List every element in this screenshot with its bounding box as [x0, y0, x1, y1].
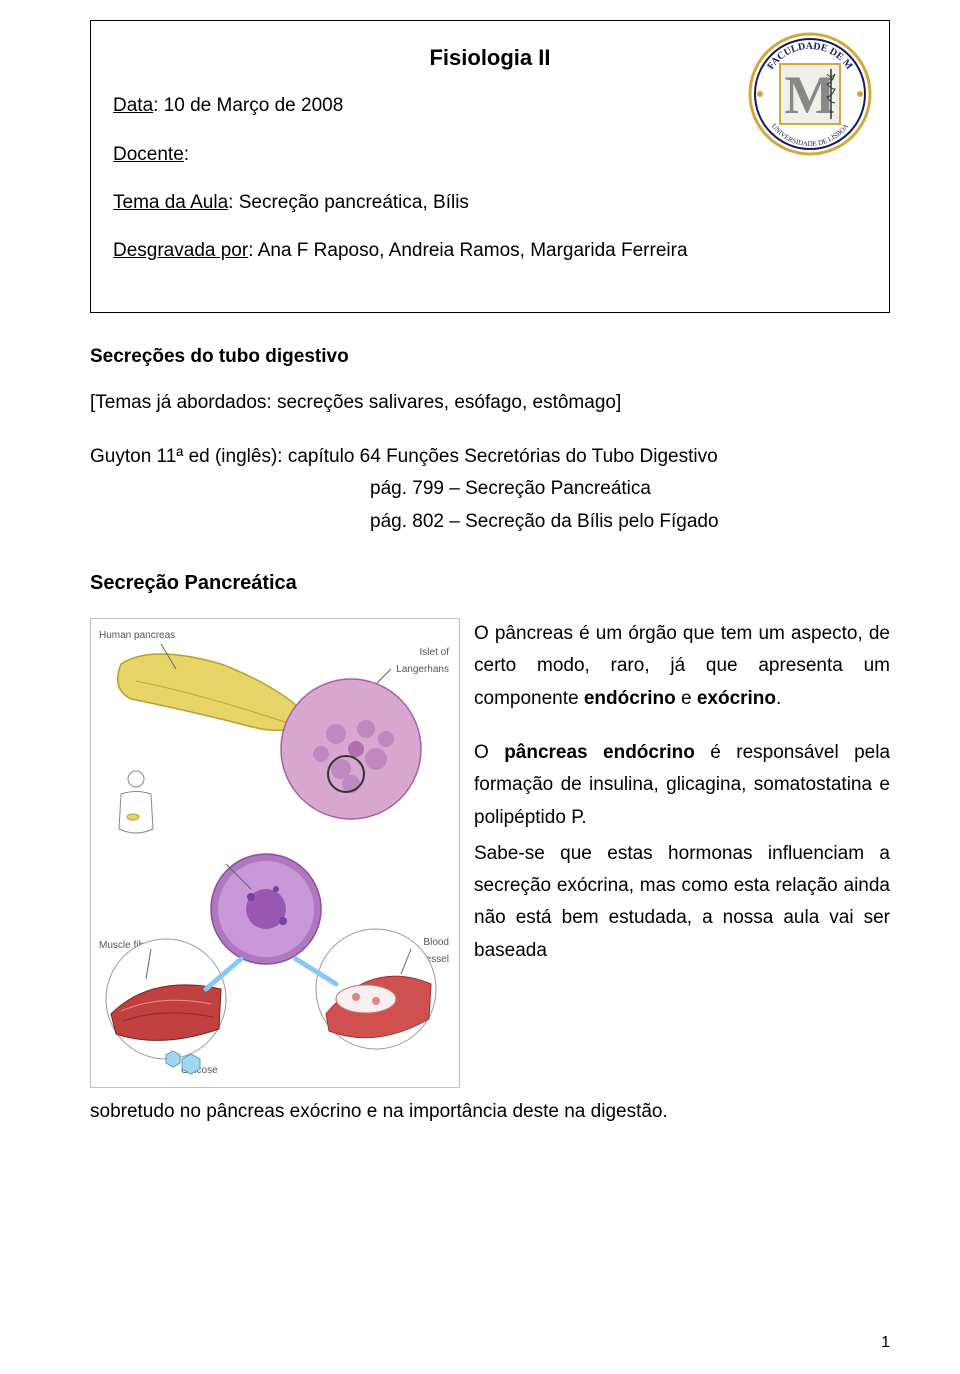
topics-covered-note: [Temas já abordados: secreções salivares… — [90, 387, 890, 419]
para1-mid: e — [676, 688, 697, 709]
docente-label: Docente — [113, 144, 184, 165]
ref-line-1: Guyton 11ª ed (inglês): capítulo 64 Funç… — [90, 441, 890, 473]
section-pancreatica-heading: Secreção Pancreática — [90, 566, 890, 600]
para-2: O pâncreas endócrino é responsável pela … — [474, 737, 890, 834]
date-label: Data — [113, 95, 153, 116]
para1-endocrino: endócrino — [584, 688, 676, 709]
date-value: : 10 de Março de 2008 — [153, 95, 343, 116]
lecture-header-box: Fisiologia II Data: 10 de Março de 2008 … — [90, 20, 890, 313]
body-outline-icon — [119, 771, 153, 833]
pancreas-figure-svg — [91, 619, 461, 1089]
figure-text-row: Human pancreas Islet of Langerhans Beta … — [90, 618, 890, 1088]
logo-letter: M — [785, 65, 836, 125]
text-column: O pâncreas é um órgão que tem um aspecto… — [474, 618, 890, 1088]
para2-pre: O — [474, 742, 504, 763]
page-number: 1 — [881, 1329, 890, 1356]
faculty-logo: FACULDADE DE M UNIVERSIDADE DE LISBOA M — [745, 29, 875, 159]
para2-bold: pâncreas endócrino — [504, 742, 695, 763]
svg-text:UNIVERSIDADE DE LISBOA: UNIVERSIDADE DE LISBOA — [770, 122, 850, 148]
para-1: O pâncreas é um órgão que tem um aspecto… — [474, 618, 890, 715]
desgravada-line: Desgravada por: Ana F Raposo, Andreia Ra… — [113, 235, 867, 267]
section-secrecoes-title: Secreções do tubo digestivo — [90, 341, 890, 373]
desgravada-label: Desgravada por — [113, 240, 248, 261]
faculty-logo-svg: FACULDADE DE M UNIVERSIDADE DE LISBOA M — [745, 29, 875, 159]
docente-value: : — [184, 144, 189, 165]
ref-line-3: pág. 802 – Secreção da Bílis pelo Fígado — [90, 506, 890, 538]
ref-line-2: pág. 799 – Secreção Pancreática — [90, 473, 890, 505]
pancreas-figure: Human pancreas Islet of Langerhans Beta … — [90, 618, 460, 1088]
tema-label: Tema da Aula — [113, 192, 228, 213]
para-3-end: sobretudo no pâncreas exócrino e na impo… — [90, 1096, 890, 1128]
pancreas-shape — [118, 654, 311, 730]
desgravada-value: : Ana F Raposo, Andreia Ramos, Margarida… — [248, 240, 687, 261]
tema-line: Tema da Aula: Secreção pancreática, Bíli… — [113, 187, 867, 219]
bibliography-block: Guyton 11ª ed (inglês): capítulo 64 Funç… — [90, 441, 890, 538]
logo-text-bottom: UNIVERSIDADE DE LISBOA — [770, 122, 850, 148]
glucose-icon — [182, 1054, 200, 1074]
para1-post: . — [776, 688, 781, 709]
para1-exocrino: exócrino — [697, 688, 776, 709]
tema-value: : Secreção pancreática, Bílis — [228, 192, 469, 213]
para-3-start: Sabe-se que estas hormonas influenciam a… — [474, 838, 890, 967]
